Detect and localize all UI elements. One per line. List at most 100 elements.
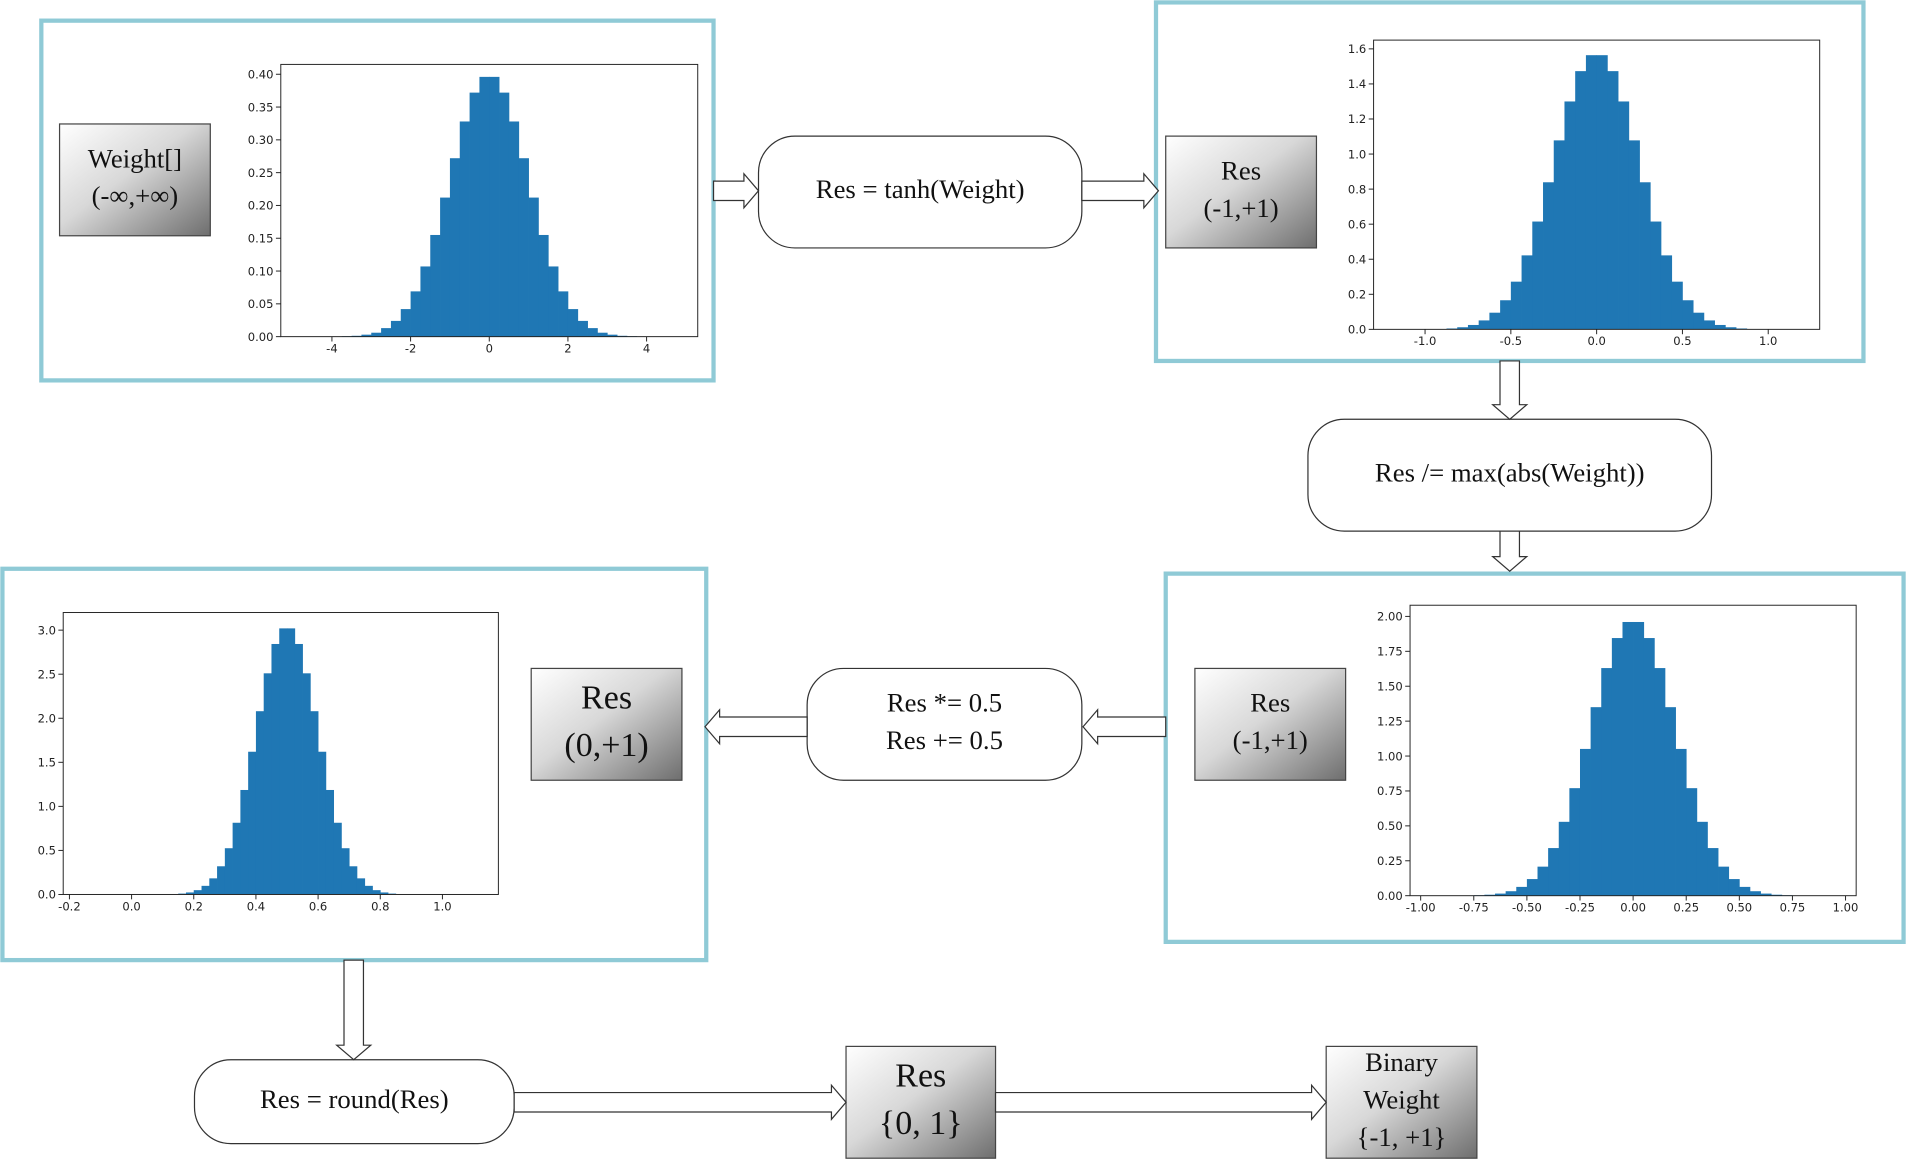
bar (449, 158, 461, 337)
x-tick-label: -0.2 (58, 899, 81, 913)
value-box (1194, 667, 1347, 781)
bar (1516, 886, 1528, 896)
bar (1569, 788, 1581, 896)
bar (381, 328, 392, 337)
bar (400, 309, 411, 337)
bar (333, 822, 342, 895)
bar (1526, 879, 1538, 896)
bar (372, 890, 381, 895)
node-text: {0, 1} (879, 1105, 963, 1142)
arrow (513, 1083, 847, 1121)
bar (185, 892, 195, 895)
bar (1682, 300, 1694, 330)
bar (1725, 327, 1737, 330)
bar (349, 866, 358, 895)
arrow (1491, 530, 1529, 573)
bar (577, 320, 588, 337)
bar (371, 332, 382, 337)
bar (356, 878, 366, 895)
node-text: Res (1250, 688, 1290, 718)
x-tick-label: 1.0 (433, 899, 451, 913)
bar (1686, 788, 1698, 896)
bar (302, 673, 311, 895)
bar (1707, 848, 1719, 896)
bar (217, 866, 226, 895)
bar (287, 628, 296, 895)
bar (567, 309, 579, 337)
x-tick-label: 0.50 (1726, 900, 1752, 914)
x-tick-label: 0.2 (185, 899, 203, 913)
arrow (1491, 360, 1529, 421)
bar (1633, 621, 1645, 896)
bar (271, 643, 280, 895)
x-tick-label: 0.5 (1673, 334, 1691, 348)
node-text: (0,+1) (564, 727, 648, 764)
bar (558, 291, 569, 337)
node-text: (-1,+1) (1203, 193, 1278, 223)
bar (1521, 255, 1533, 330)
bar (1564, 101, 1576, 330)
bar (410, 291, 421, 337)
bar (1601, 668, 1613, 896)
bar (479, 76, 490, 337)
bar (420, 266, 431, 337)
bar (469, 92, 480, 337)
x-tick-label: 0.6 (309, 899, 327, 913)
bar (263, 673, 272, 895)
x-tick-label: 0.75 (1780, 900, 1806, 914)
bar (1585, 55, 1598, 330)
y-tick-label: 0.0 (38, 888, 56, 902)
y-tick-label: 0.35 (248, 100, 274, 114)
plot-frame (62, 612, 499, 895)
x-tick-label: 0.25 (1673, 900, 1699, 914)
bar (201, 885, 210, 895)
y-tick-label: 0.30 (248, 133, 274, 147)
y-tick-label: 0.00 (1377, 889, 1403, 903)
bar (341, 848, 350, 895)
x-tick-label: 0 (486, 341, 493, 355)
bar (380, 892, 389, 895)
bar (518, 158, 529, 337)
bar (1575, 71, 1587, 330)
y-tick-label: 2.5 (38, 667, 56, 681)
bar (1532, 221, 1544, 330)
x-tick-label: -4 (326, 341, 338, 355)
bar (440, 197, 451, 337)
bar (597, 332, 608, 337)
value-box (1165, 135, 1318, 249)
arrow (712, 172, 760, 210)
y-tick-label: 2.00 (1377, 610, 1403, 624)
value-box (58, 123, 211, 237)
bar (587, 328, 598, 337)
arrow (994, 1083, 1327, 1121)
y-tick-label: 0.8 (1348, 182, 1366, 196)
value-box (1325, 1045, 1478, 1159)
bar (209, 878, 218, 895)
bar (430, 234, 441, 337)
bar (248, 751, 257, 895)
x-tick-label: -2 (405, 341, 417, 355)
x-tick-label: 0.0 (122, 899, 140, 913)
x-tick-label: 0.0 (1587, 334, 1605, 348)
y-tick-label: 0.2 (1348, 288, 1366, 302)
node-text: Res *= 0.5 (887, 688, 1002, 718)
bar (1596, 55, 1608, 330)
y-tick-label: 1.00 (1377, 749, 1403, 763)
node-text: Weight[] (88, 143, 182, 173)
y-tick-label: 1.4 (1348, 77, 1366, 91)
bar (1703, 320, 1715, 330)
bar (310, 711, 319, 895)
x-tick-label: 0.4 (247, 899, 265, 913)
bar (1457, 327, 1469, 330)
x-tick-label: 0.8 (371, 899, 389, 913)
bar (607, 334, 618, 337)
bar (240, 789, 249, 895)
bar (1639, 182, 1651, 330)
bar (548, 266, 559, 337)
bar (1484, 894, 1496, 896)
bar (1693, 312, 1705, 330)
bar (1548, 848, 1560, 896)
bar (325, 789, 335, 895)
node-text: Res (581, 679, 632, 716)
bar (1728, 879, 1740, 896)
